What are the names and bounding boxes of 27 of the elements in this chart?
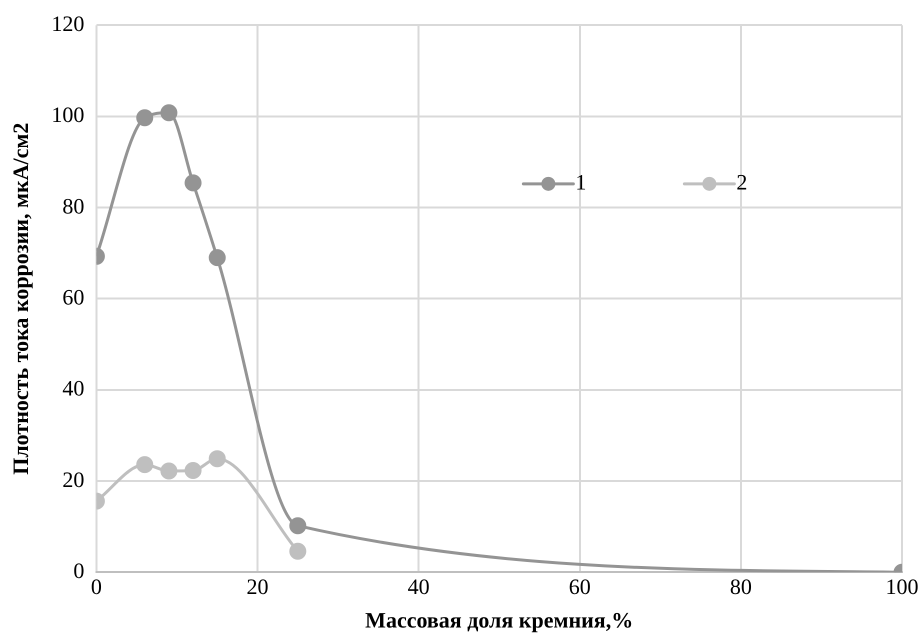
x-axis-title: Массовая доля кремния,% — [365, 607, 634, 632]
y-axis-title: Плотность тока коррозии, мкА/см2 — [8, 122, 33, 475]
point — [136, 109, 154, 126]
point — [184, 462, 202, 480]
x-tick-label: 20 — [246, 574, 269, 600]
y-tick-label: 80 — [62, 193, 84, 218]
point — [208, 450, 226, 468]
point — [289, 517, 306, 534]
y-tick-label: 20 — [62, 466, 84, 492]
y-tick-label: 40 — [62, 376, 84, 401]
x-tick-label: 60 — [568, 574, 591, 600]
y-tick-label: 0 — [73, 558, 84, 583]
point — [289, 542, 306, 560]
point — [160, 104, 178, 122]
point — [136, 456, 154, 474]
point — [184, 174, 202, 192]
y-tick-label: 120 — [51, 10, 84, 36]
x-tick-label: 100 — [886, 574, 918, 600]
x-tick-label: 80 — [730, 574, 752, 600]
y-tick-label: 60 — [62, 284, 84, 310]
x-tick-label: 40 — [408, 574, 430, 600]
legend-label: 1 — [575, 170, 586, 195]
legend-label: 2 — [736, 170, 748, 195]
point — [160, 462, 178, 480]
point — [208, 249, 226, 266]
y-tick-label: 100 — [51, 102, 84, 128]
x-tick-label: 0 — [90, 574, 102, 600]
